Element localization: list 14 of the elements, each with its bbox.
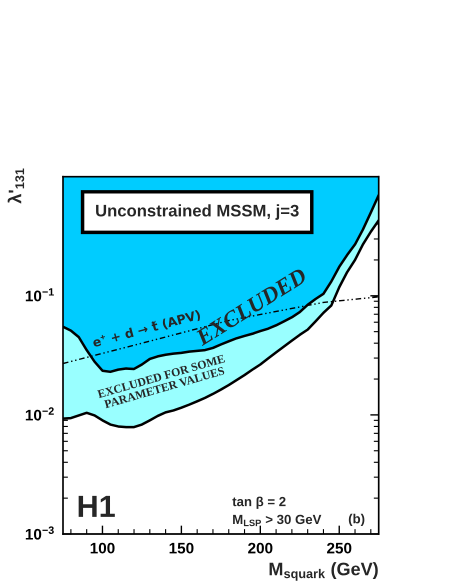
annotation: (b) xyxy=(348,514,364,526)
x-axis-title: M$_{squark}$ (GeV) xyxy=(270,562,378,581)
y-tick-label: 10$^{−2}$ xyxy=(26,407,54,421)
annotation: H1 xyxy=(78,496,115,517)
annotation: tan β = 2 xyxy=(232,496,286,509)
y-tick-label: 10$^{−1}$ xyxy=(26,288,54,302)
annotation: Unconstrained MSSM, j=3 xyxy=(96,204,299,220)
x-tick-label: 250 xyxy=(327,542,352,554)
annotation: M$_{LSP}$ > 30 GeV xyxy=(233,514,322,526)
x-tick-label: 100 xyxy=(90,542,115,554)
x-tick-label: 150 xyxy=(170,542,194,554)
x-tick-label: 200 xyxy=(248,542,272,554)
y-tick-label: 10$^{−3}$ xyxy=(26,526,54,540)
y-axis-title: λ'$_{131}$ xyxy=(8,168,24,204)
